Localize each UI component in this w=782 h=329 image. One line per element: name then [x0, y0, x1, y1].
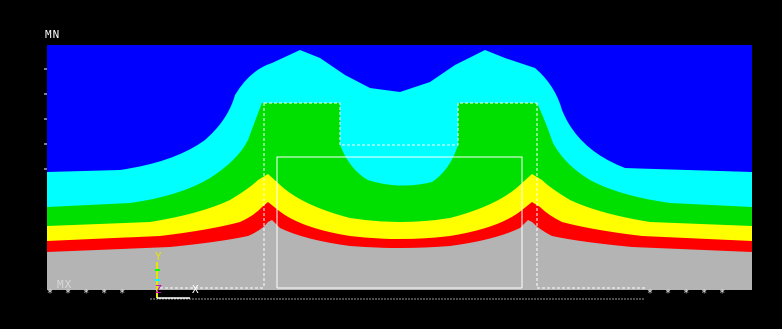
triad-z-label: Z [155, 283, 162, 296]
right-support-markers: * * * * * [647, 288, 729, 299]
triad-x-label: X [192, 283, 199, 296]
coordinate-triad [155, 262, 190, 299]
contour-band-6 [47, 220, 752, 290]
triad-y-label: Y [155, 250, 162, 263]
left-edge-ticks [44, 68, 47, 170]
min-label: MN [45, 28, 61, 41]
left-support-markers: * * * * * [47, 288, 129, 299]
max-label: MX [57, 278, 73, 291]
element-outline [150, 102, 645, 300]
